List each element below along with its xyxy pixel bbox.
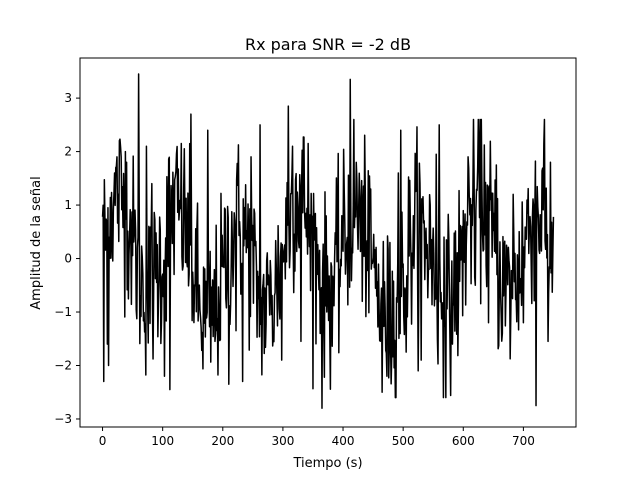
x-tick-label: 600 <box>452 434 475 448</box>
plot-area <box>101 73 555 410</box>
x-tick-label: 200 <box>211 434 234 448</box>
x-tick-label: 0 <box>99 434 107 448</box>
x-tick-label: 700 <box>512 434 535 448</box>
y-tick-label: −3 <box>54 412 72 426</box>
y-tick-label: 2 <box>64 145 72 159</box>
x-tick-label: 100 <box>151 434 174 448</box>
x-axis-label: Tiempo (s) <box>292 456 362 471</box>
signal-series-line-0 <box>101 73 555 410</box>
x-tick-label: 300 <box>271 434 294 448</box>
y-axis-label: Amplitud de la señal <box>29 176 44 309</box>
chart-title: Rx para SNR = -2 dB <box>245 35 411 54</box>
x-tick-label: 500 <box>392 434 415 448</box>
y-tick-label: −1 <box>54 305 72 319</box>
axes-frame <box>79 57 577 428</box>
x-tick-label: 400 <box>332 434 355 448</box>
y-tick-label: 3 <box>64 91 72 105</box>
y-tick-label: −2 <box>54 359 72 373</box>
y-tick-label: 1 <box>64 198 72 212</box>
axes: 0 100 200 300 400 500 600 700 −3 −2 −1 0 1 2 3 <box>54 57 577 448</box>
y-tick-label: 0 <box>64 252 72 266</box>
